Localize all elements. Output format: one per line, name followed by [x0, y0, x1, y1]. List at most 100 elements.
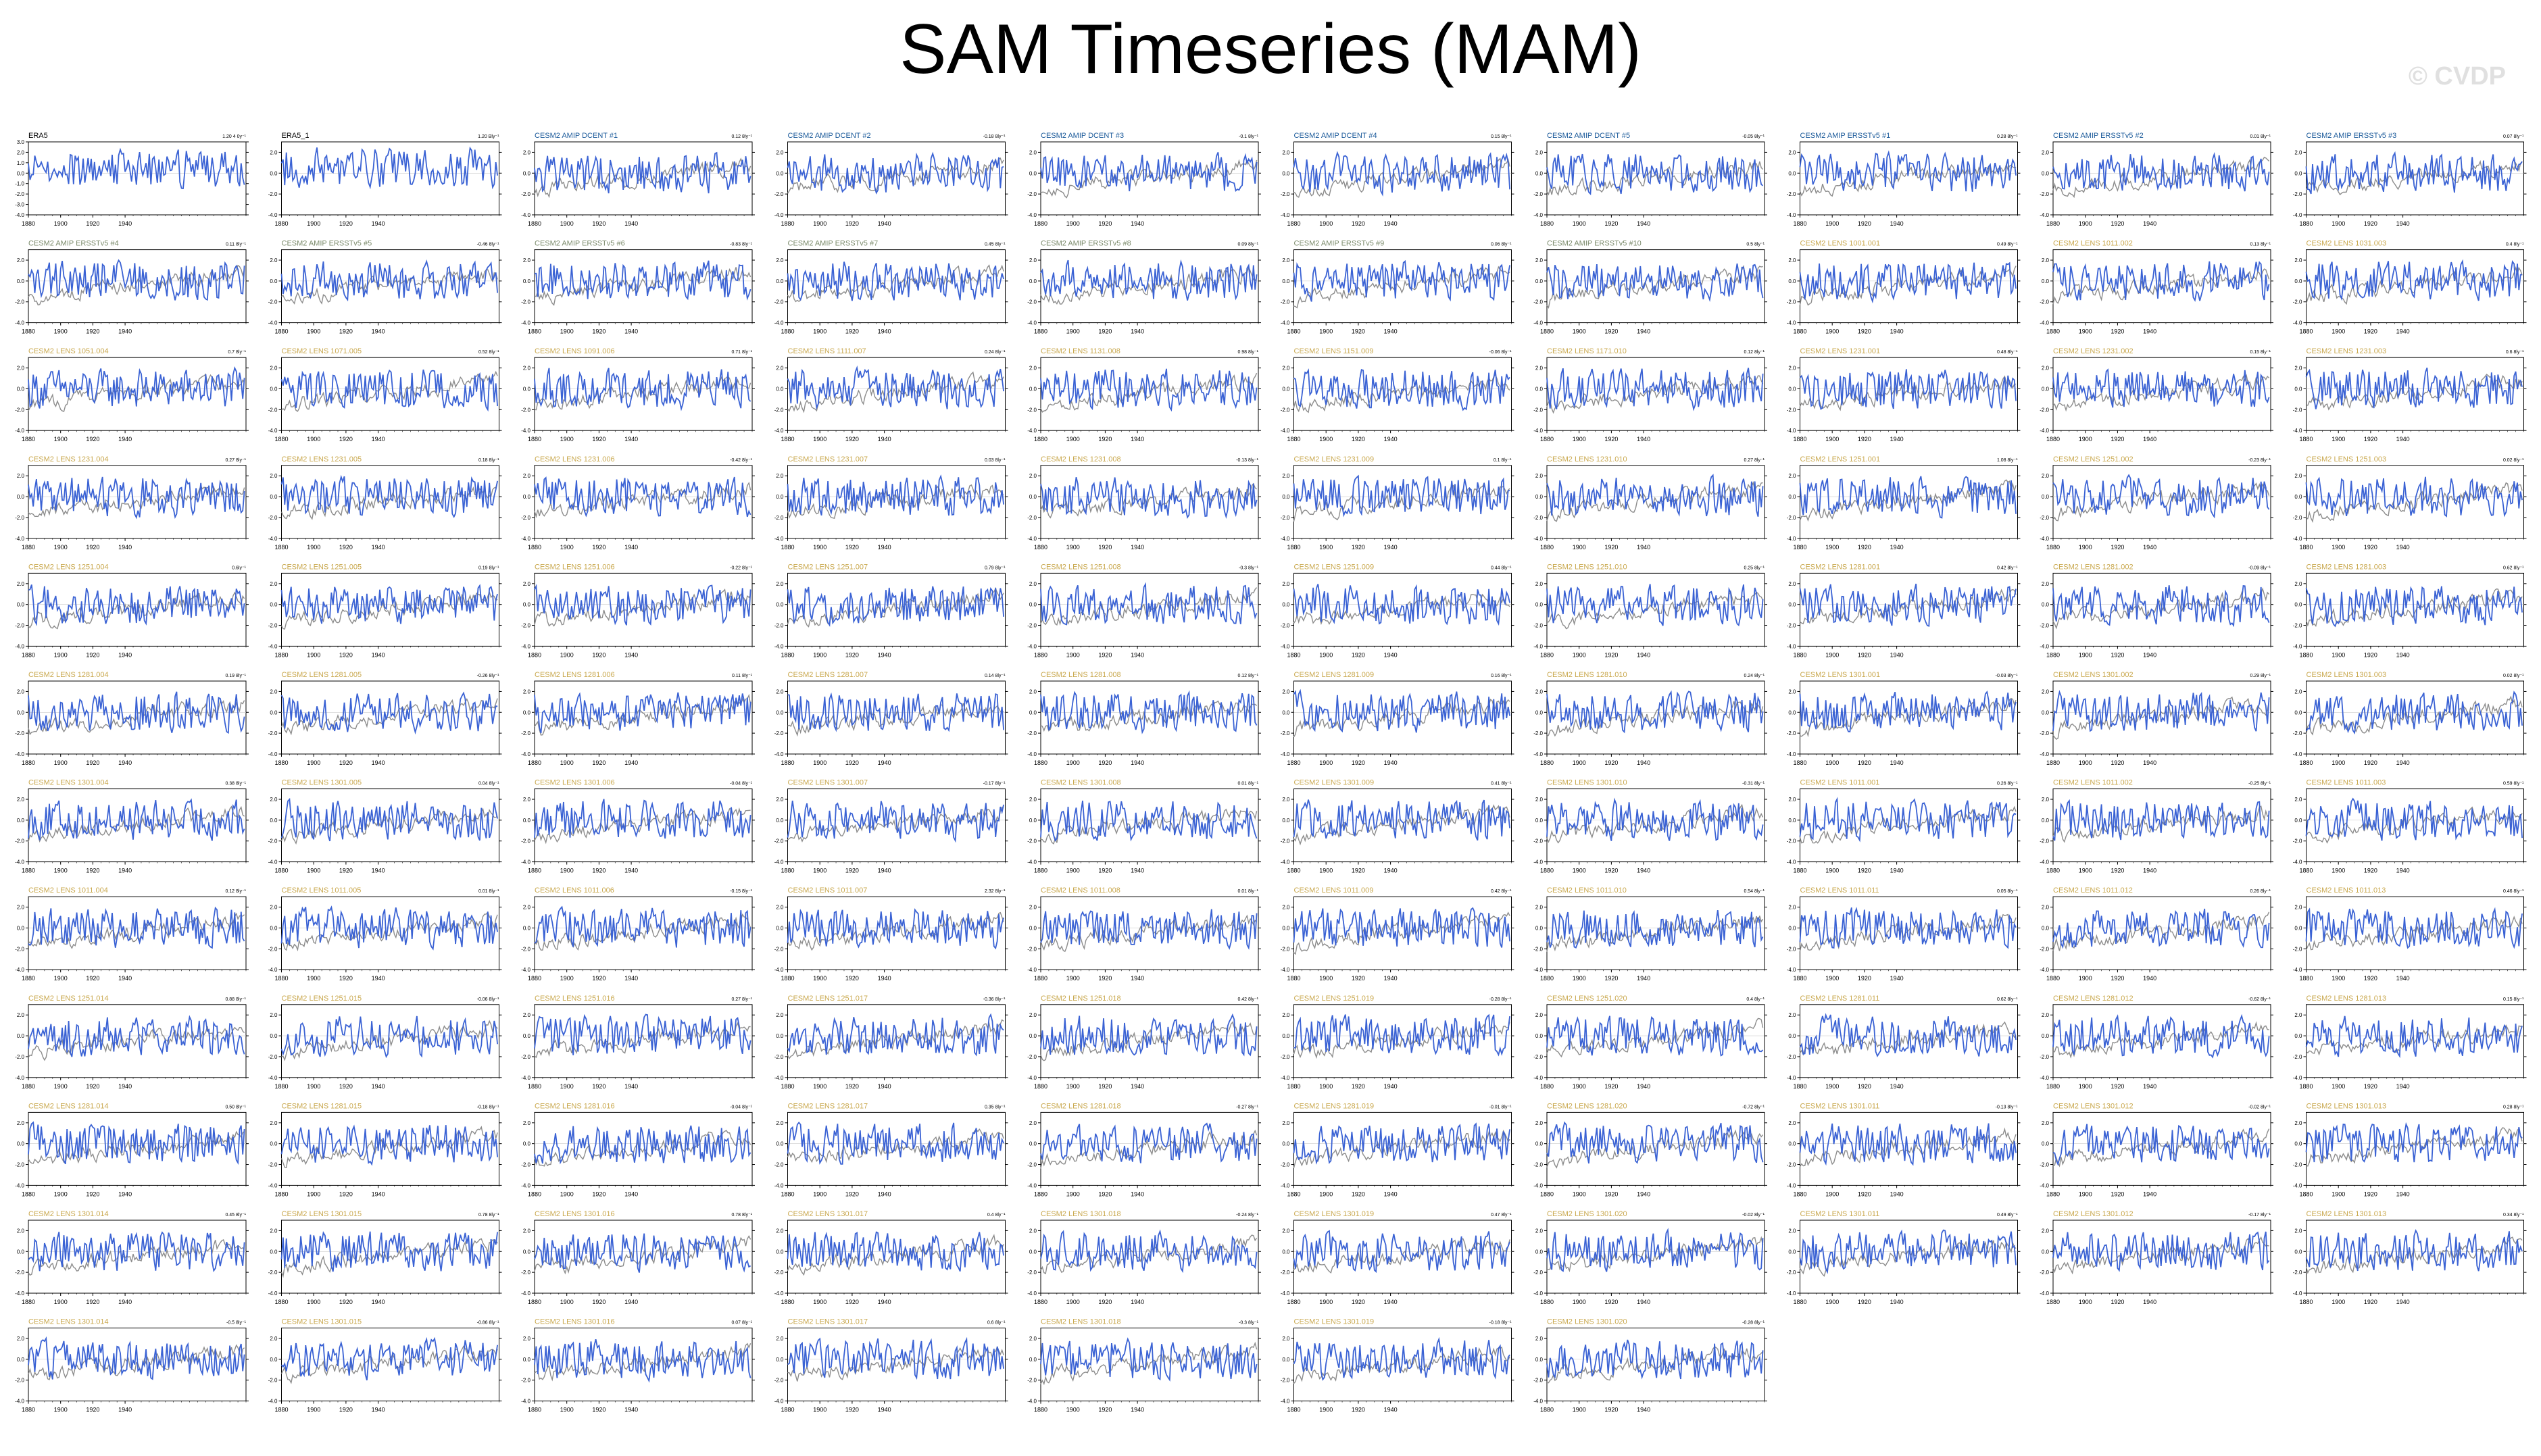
- x-tick-label: 1920: [339, 975, 353, 982]
- panel-frame: [2306, 788, 2524, 863]
- panel-title: CESM2 LENS 1301.003: [2306, 671, 2387, 679]
- x-tick-label: 1900: [560, 868, 574, 874]
- x-tick-label: 1880: [274, 1083, 288, 1090]
- x-tick-label: 1920: [86, 759, 99, 766]
- x-tick-label: 1920: [339, 651, 353, 658]
- x-tick-label: 1900: [1825, 868, 1839, 874]
- x-tick-label: 1900: [813, 1299, 827, 1305]
- y-tick-label: -4.0: [268, 1182, 278, 1188]
- x-tick-label: 1880: [1287, 436, 1300, 443]
- y-tick-label: -2.0: [1281, 946, 1290, 952]
- panel-trend-label: 0.4 8ly⁻¹: [987, 1213, 1006, 1217]
- y-tick-label: 2.0: [523, 1228, 531, 1234]
- x-tick-label: 1880: [528, 1407, 541, 1413]
- x-tick-label: 1900: [2332, 544, 2345, 551]
- y-tick-label: 2.0: [1029, 366, 1037, 372]
- y-tick-label: -4.0: [2040, 1075, 2049, 1081]
- y-tick-label: 0.0: [2294, 818, 2302, 824]
- y-tick-label: -2.0: [774, 1378, 784, 1384]
- sam-panel-6: CESM2 AMIP DCENT #4 0.15 8ly⁻¹2.00.0-2.0-…: [1281, 132, 1514, 227]
- panel-trend-label: 0.11 8ly⁻¹: [226, 243, 247, 247]
- y-tick-label: 2.0: [1788, 149, 1796, 155]
- model-series-line: [534, 1125, 751, 1165]
- panel-title: CESM2 LENS 1011.013: [2306, 886, 2386, 895]
- y-tick-label: 0.0: [1282, 278, 1290, 284]
- y-tick-label: 0.0: [1282, 1141, 1290, 1147]
- x-tick-label: 1940: [118, 759, 132, 766]
- x-tick-label: 1920: [2364, 975, 2377, 982]
- y-tick-label: -2.0: [521, 407, 531, 413]
- panel-title: CESM2 LENS 1301.011: [1800, 1210, 1880, 1218]
- panel-title: CESM2 AMIP ERSSTv5 #9: [1294, 240, 1385, 248]
- x-tick-label: 1900: [1066, 759, 1080, 766]
- panel-title: CESM2 LENS 1281.011: [1800, 995, 1880, 1003]
- y-tick-label: -2.0: [521, 1054, 531, 1060]
- sam-panel-97: CESM2 LENS 1281.020 -0.72 8ly⁻¹2.00.0-2.0…: [1533, 1102, 1767, 1197]
- panel-frame: [281, 1328, 499, 1402]
- model-series-line: [1040, 259, 1258, 301]
- panel-frame: [1546, 465, 1765, 539]
- x-tick-label: 1920: [1858, 759, 1871, 766]
- obs-series-line: [2305, 1236, 2523, 1274]
- x-tick-label: 1920: [86, 651, 99, 658]
- y-tick-label: -4.0: [2040, 212, 2049, 218]
- y-tick-label: -4.0: [1787, 1290, 1796, 1297]
- x-tick-label: 1920: [2111, 220, 2124, 227]
- obs-series-line: [1546, 161, 1764, 197]
- y-tick-label: -4.0: [774, 1290, 784, 1297]
- y-tick-label: 0.0: [1535, 494, 1544, 500]
- panel-title: CESM2 LENS 1251.015: [282, 995, 362, 1003]
- y-tick-label: 2.0: [523, 905, 531, 911]
- y-tick-label: -4.0: [1787, 751, 1796, 757]
- y-tick-label: -2.0: [15, 191, 24, 197]
- x-tick-label: 1880: [1034, 1083, 1047, 1090]
- panel-title: CESM2 LENS 1281.019: [1294, 1102, 1375, 1110]
- model-series-line: [28, 584, 245, 626]
- model-series-line: [1040, 476, 1258, 520]
- model-series-line: [2305, 1015, 2523, 1059]
- y-tick-label: -2.0: [1787, 191, 1796, 197]
- y-tick-label: 2.0: [776, 905, 784, 911]
- x-tick-label: 1920: [1098, 220, 1112, 227]
- x-tick-label: 1920: [1352, 868, 1365, 874]
- y-tick-label: -4.0: [521, 1075, 531, 1081]
- panel-frame: [1800, 788, 2018, 863]
- y-tick-label: 2.0: [2042, 473, 2050, 479]
- x-tick-label: 1900: [813, 1407, 827, 1413]
- model-series-line: [1040, 1337, 1258, 1382]
- y-tick-label: 2.0: [1282, 688, 1290, 695]
- model-series-line: [534, 476, 751, 518]
- obs-series-line: [1799, 479, 2017, 522]
- x-tick-label: 1900: [2332, 328, 2345, 335]
- x-tick-label: 1940: [1384, 1299, 1398, 1305]
- y-tick-label: 2.0: [1282, 1120, 1290, 1126]
- panel-frame: [787, 1111, 1006, 1186]
- panel-title: CESM2 LENS 1301.020: [1547, 1318, 1627, 1326]
- x-tick-label: 1900: [813, 328, 827, 335]
- sam-panel-99: CESM2 LENS 1301.012 -0.02 8ly⁻¹2.00.0-2.0…: [2040, 1102, 2273, 1197]
- y-tick-label: 0.0: [17, 1033, 25, 1039]
- x-tick-label: 1880: [1287, 1407, 1300, 1413]
- panel-frame: [1546, 1111, 1765, 1186]
- panel-trend-label: 0.35 8ly⁻¹: [985, 1105, 1006, 1109]
- x-tick-label: 1920: [592, 651, 606, 658]
- panel-title: CESM2 LENS 1301.008: [1041, 779, 1121, 787]
- y-tick-label: 2.0: [776, 581, 784, 587]
- y-tick-label: 2.0: [1282, 1228, 1290, 1234]
- panel-title: CESM2 LENS 1281.010: [1547, 671, 1627, 679]
- x-tick-label: 1880: [1540, 328, 1554, 335]
- y-tick-label: -2.0: [2040, 1162, 2049, 1168]
- y-tick-label: -2.0: [1027, 946, 1037, 952]
- model-series-line: [534, 1233, 751, 1273]
- x-tick-label: 1920: [592, 1299, 606, 1305]
- y-tick-label: -4.0: [1787, 212, 1796, 218]
- panel-trend-label: 0.02 8ly⁻¹: [2503, 458, 2524, 463]
- obs-series-line: [1040, 159, 1258, 199]
- x-tick-label: 1900: [1825, 436, 1839, 443]
- panel-title: CESM2 LENS 1091.006: [535, 347, 615, 355]
- y-tick-label: 0.0: [17, 925, 25, 931]
- x-tick-label: 1900: [560, 220, 574, 227]
- sam-panel-89: CESM2 LENS 1281.012 -0.62 8ly⁻¹2.00.0-2.0…: [2040, 995, 2273, 1090]
- panel-trend-label: 0.14 8ly⁻¹: [985, 674, 1006, 678]
